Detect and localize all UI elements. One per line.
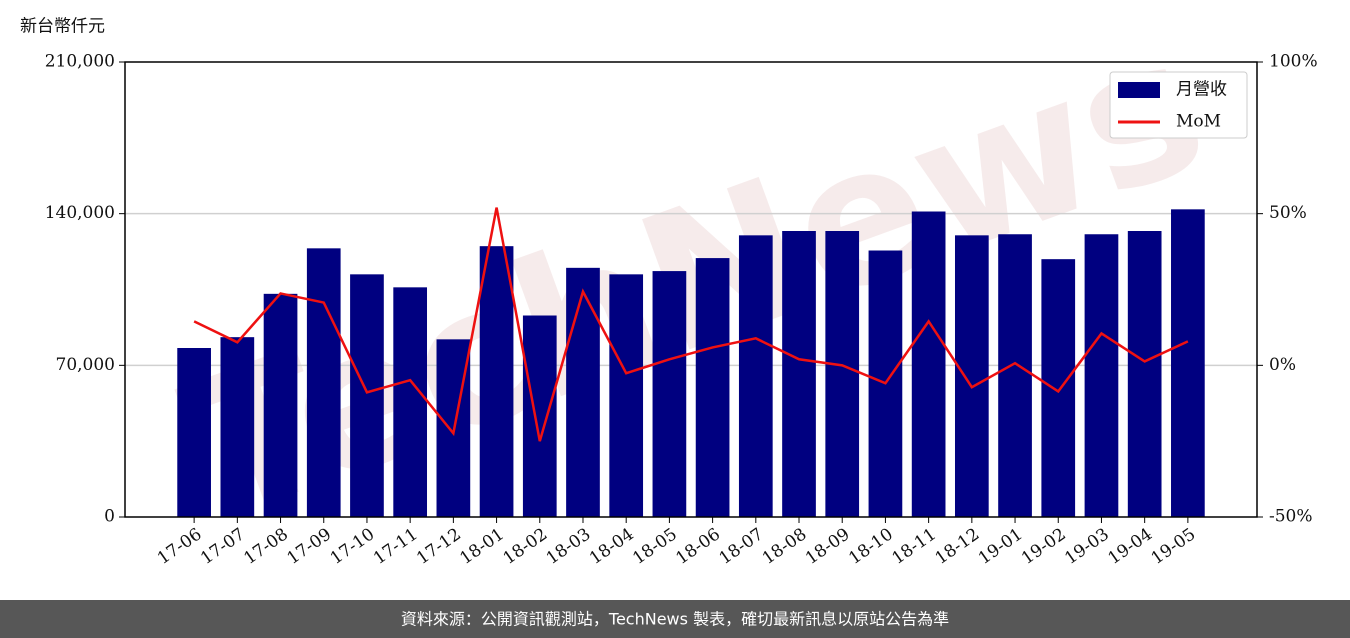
bar bbox=[1084, 234, 1119, 517]
y-tick-label: 210,000 bbox=[45, 52, 115, 72]
line bbox=[193, 207, 1189, 442]
x-tick-label: 19-05 bbox=[1148, 524, 1200, 568]
x-tick-label: 19-04 bbox=[1104, 524, 1156, 568]
x-tick-label: 18-09 bbox=[802, 524, 854, 568]
x-tick-label: 18-11 bbox=[888, 524, 940, 568]
x-tick-label: 18-12 bbox=[932, 524, 984, 568]
y2-tick-label: 0% bbox=[1269, 355, 1296, 375]
bar bbox=[522, 315, 557, 517]
bar bbox=[1171, 209, 1205, 518]
bar bbox=[782, 231, 816, 517]
bar bbox=[998, 234, 1032, 517]
legend-label: 月營收 bbox=[1176, 80, 1227, 100]
footer-text: 資料來源：公開資訊觀測站，TechNews 製表，確切最新訊息以原站公告為準 bbox=[401, 610, 949, 629]
bar bbox=[566, 267, 600, 517]
y-tick-label: 0 bbox=[104, 507, 115, 527]
x-tick-label: 18-04 bbox=[586, 524, 638, 568]
x-tick-label: 17-10 bbox=[327, 524, 379, 568]
y2-tick-label: -50% bbox=[1269, 507, 1313, 527]
x-tick-label: 17-06 bbox=[154, 524, 206, 568]
bar bbox=[652, 271, 687, 517]
x-tick-label: 19-01 bbox=[975, 524, 1027, 568]
bar bbox=[1041, 259, 1076, 517]
y-axis-label: 新台幣仟元 bbox=[20, 17, 105, 37]
bar bbox=[479, 246, 514, 517]
bar bbox=[350, 274, 384, 517]
legend-label: MoM bbox=[1176, 112, 1221, 132]
x-tick-label: 18-01 bbox=[456, 524, 508, 568]
bar bbox=[306, 248, 341, 518]
y2-tick-label: 100% bbox=[1269, 52, 1318, 72]
y-tick-label: 70,000 bbox=[56, 355, 115, 375]
bar bbox=[1127, 231, 1162, 517]
x-tick-label: 19-02 bbox=[1018, 524, 1070, 568]
bar bbox=[263, 293, 298, 517]
y2-tick-label: 50% bbox=[1269, 203, 1307, 223]
x-tick-label: 18-05 bbox=[629, 524, 681, 568]
footer-bar bbox=[0, 600, 1350, 638]
x-tick-label: 17-11 bbox=[370, 524, 422, 568]
bar bbox=[738, 235, 773, 518]
bar bbox=[609, 274, 644, 517]
bar bbox=[177, 348, 211, 517]
bar bbox=[393, 287, 428, 517]
x-tick-label: 18-10 bbox=[845, 524, 897, 568]
legend-swatch bbox=[1118, 82, 1160, 98]
bar bbox=[695, 258, 730, 517]
y-tick-label: 140,000 bbox=[45, 203, 115, 223]
x-tick-label: 18-02 bbox=[500, 524, 552, 568]
x-tick-label: 19-03 bbox=[1061, 524, 1113, 568]
x-tick-label: 18-06 bbox=[672, 524, 724, 568]
x-tick-label: 18-03 bbox=[543, 524, 595, 568]
x-tick-label: 18-08 bbox=[759, 524, 811, 568]
x-tick-label: 17-12 bbox=[413, 524, 465, 568]
bar bbox=[220, 337, 255, 517]
plot-frame bbox=[124, 61, 1258, 518]
bar bbox=[911, 211, 946, 517]
bar bbox=[825, 231, 860, 517]
bar bbox=[954, 235, 989, 518]
x-tick-label: 18-07 bbox=[716, 524, 768, 568]
